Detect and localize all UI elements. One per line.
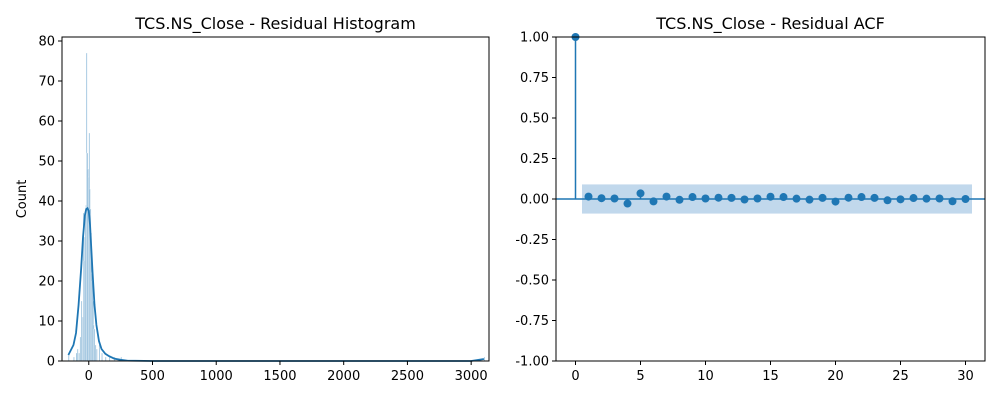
acf-x-tick-label: 20 [827,369,844,384]
acf-point [831,197,840,206]
acf-point [961,195,970,203]
histogram-bar [75,352,78,362]
acf-point [766,192,775,201]
acf-x-tick-label: 30 [957,369,974,384]
acf-point [857,193,866,202]
acf-x-tick-label: 25 [892,369,909,384]
histogram-bar [105,356,107,362]
histogram-bar [93,328,96,362]
acf-point [805,195,814,204]
acf-point [701,194,710,203]
histogram-y-ticks: 0 10 20 30 40 50 60 70 80 [38,35,62,370]
acf-point [610,194,619,203]
histogram-x-tick-label: 1500 [263,369,296,384]
acf-y-tick-label: 0.50 [520,112,549,127]
histogram-panel: TCS.NS_Close - Residual Histogram 0 10 20 3… [15,14,490,384]
histogram-bar [78,352,80,362]
histogram-x-tick-label: 0 [85,369,93,384]
acf-point [714,193,723,202]
acf-y-tick-label: 0.75 [520,71,549,86]
histogram-bar [483,356,486,362]
histogram-y-tick-label: 40 [38,195,55,210]
acf-point [896,195,905,204]
acf-title: TCS.NS_Close - Residual ACF [655,14,885,34]
histogram-bar [96,348,98,362]
acf-y-tick-label: 0.00 [520,193,549,208]
histogram-y-tick-label: 50 [38,155,55,170]
acf-y-tick-label: -0.50 [515,274,549,289]
acf-panel: TCS.NS_Close - Residual ACF 1.00 0.75 0.50… [515,14,986,384]
acf-point [649,197,658,206]
acf-axes-frame [555,36,986,362]
acf-point [870,193,879,202]
histogram-x-ticks: 0 500 1000 1500 2000 2500 3000 [85,361,488,384]
acf-y-tick-label: 1.00 [520,31,549,46]
acf-y-tick-label: -1.00 [515,355,549,370]
acf-point [675,195,684,204]
acf-point [948,197,957,206]
histogram-bar [94,344,97,362]
acf-point [844,193,853,202]
histogram-bar [77,348,79,362]
histogram-x-tick-label: 3000 [455,369,488,384]
histogram-bar [79,336,81,362]
histogram-bar [80,300,83,362]
acf-point [818,193,827,202]
acf-y-tick-label: 0.25 [520,152,549,167]
histogram-y-axis-label: Count [15,180,30,219]
histogram-x-tick-label: 500 [140,369,165,384]
acf-x-tick-label: 5 [636,369,644,384]
acf-point [662,192,671,201]
histogram-y-tick-label: 80 [38,35,55,50]
histogram-x-tick-label: 2000 [327,369,360,384]
histogram-y-tick-label: 30 [38,235,55,250]
histogram-x-tick-label: 2500 [391,369,424,384]
histogram-y-tick-label: 0 [47,355,55,370]
acf-point [584,192,593,201]
acf-y-ticks: 1.00 0.75 0.50 0.25 0.00 -0.25 -0.50 -0.75 -1.00 [515,31,556,370]
acf-point [636,189,645,198]
acf-stems [571,33,970,208]
histogram-y-tick-label: 70 [38,75,55,90]
acf-point [909,194,918,203]
acf-point [792,194,801,203]
acf-x-tick-label: 10 [697,369,714,384]
histogram-y-tick-label: 10 [38,315,55,330]
histogram-axes-frame [61,36,490,362]
acf-y-tick-label: -0.75 [515,314,549,329]
histogram-bar [73,356,75,362]
acf-x-tick-label: 0 [571,369,579,384]
acf-y-tick-label: -0.25 [515,233,549,248]
histogram-bars [68,52,486,362]
acf-point [740,195,749,204]
histogram-x-tick-label: 1000 [200,369,233,384]
acf-point [727,193,736,202]
acf-point [922,194,931,203]
acf-point [623,199,632,208]
histogram-y-tick-label: 20 [38,275,55,290]
acf-x-ticks: 0 5 10 15 20 25 30 [571,361,974,384]
acf-point [753,194,762,203]
histogram-title: TCS.NS_Close - Residual Histogram [134,14,416,34]
histogram-kde-curve [67,206,485,362]
acf-point [688,193,697,202]
histogram-y-tick-label: 60 [38,115,55,130]
acf-point [935,194,944,203]
histogram-bar [109,356,111,362]
histogram-bar [98,344,101,362]
acf-x-tick-label: 15 [762,369,779,384]
acf-point [779,193,788,202]
histogram-bar [101,352,103,362]
acf-point [883,196,892,205]
acf-point [597,194,606,203]
